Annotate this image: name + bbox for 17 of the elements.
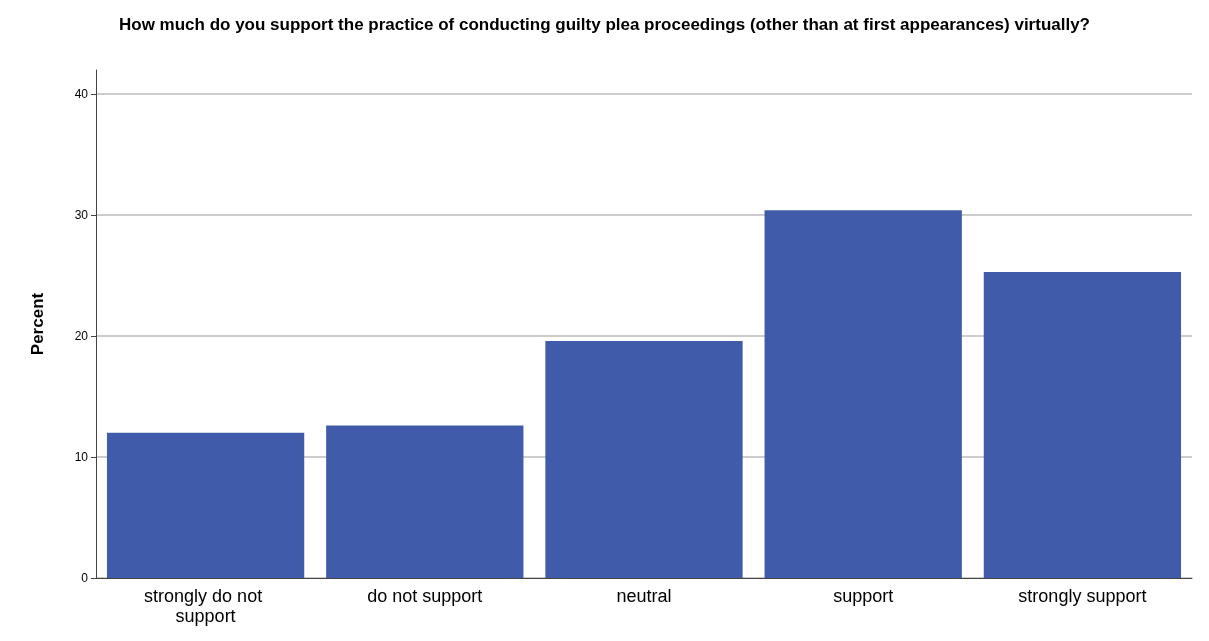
bar	[983, 271, 1182, 578]
x-tick-label: do not support	[367, 586, 483, 606]
y-tick-label: 10	[74, 450, 89, 465]
bar	[326, 425, 524, 578]
x-tick-label: support	[833, 586, 894, 606]
bar	[545, 340, 743, 578]
chart-title: How much do you support the practice of conducting guilty plea proceedings (other than at first appearances) virtually?	[118, 14, 1091, 34]
x-tick-label: strongly support	[1018, 586, 1147, 606]
y-tick-label: 40	[74, 87, 89, 102]
x-tick-label: strongly do not support	[144, 586, 268, 626]
bar	[764, 210, 962, 578]
bar	[106, 432, 305, 578]
x-tick-label: neutral	[616, 586, 672, 606]
y-tick-label: 0	[81, 571, 89, 585]
y-tick-label: 20	[74, 329, 89, 344]
y-tick-label: 30	[74, 208, 89, 223]
y-axis-title: Percent	[28, 292, 47, 356]
